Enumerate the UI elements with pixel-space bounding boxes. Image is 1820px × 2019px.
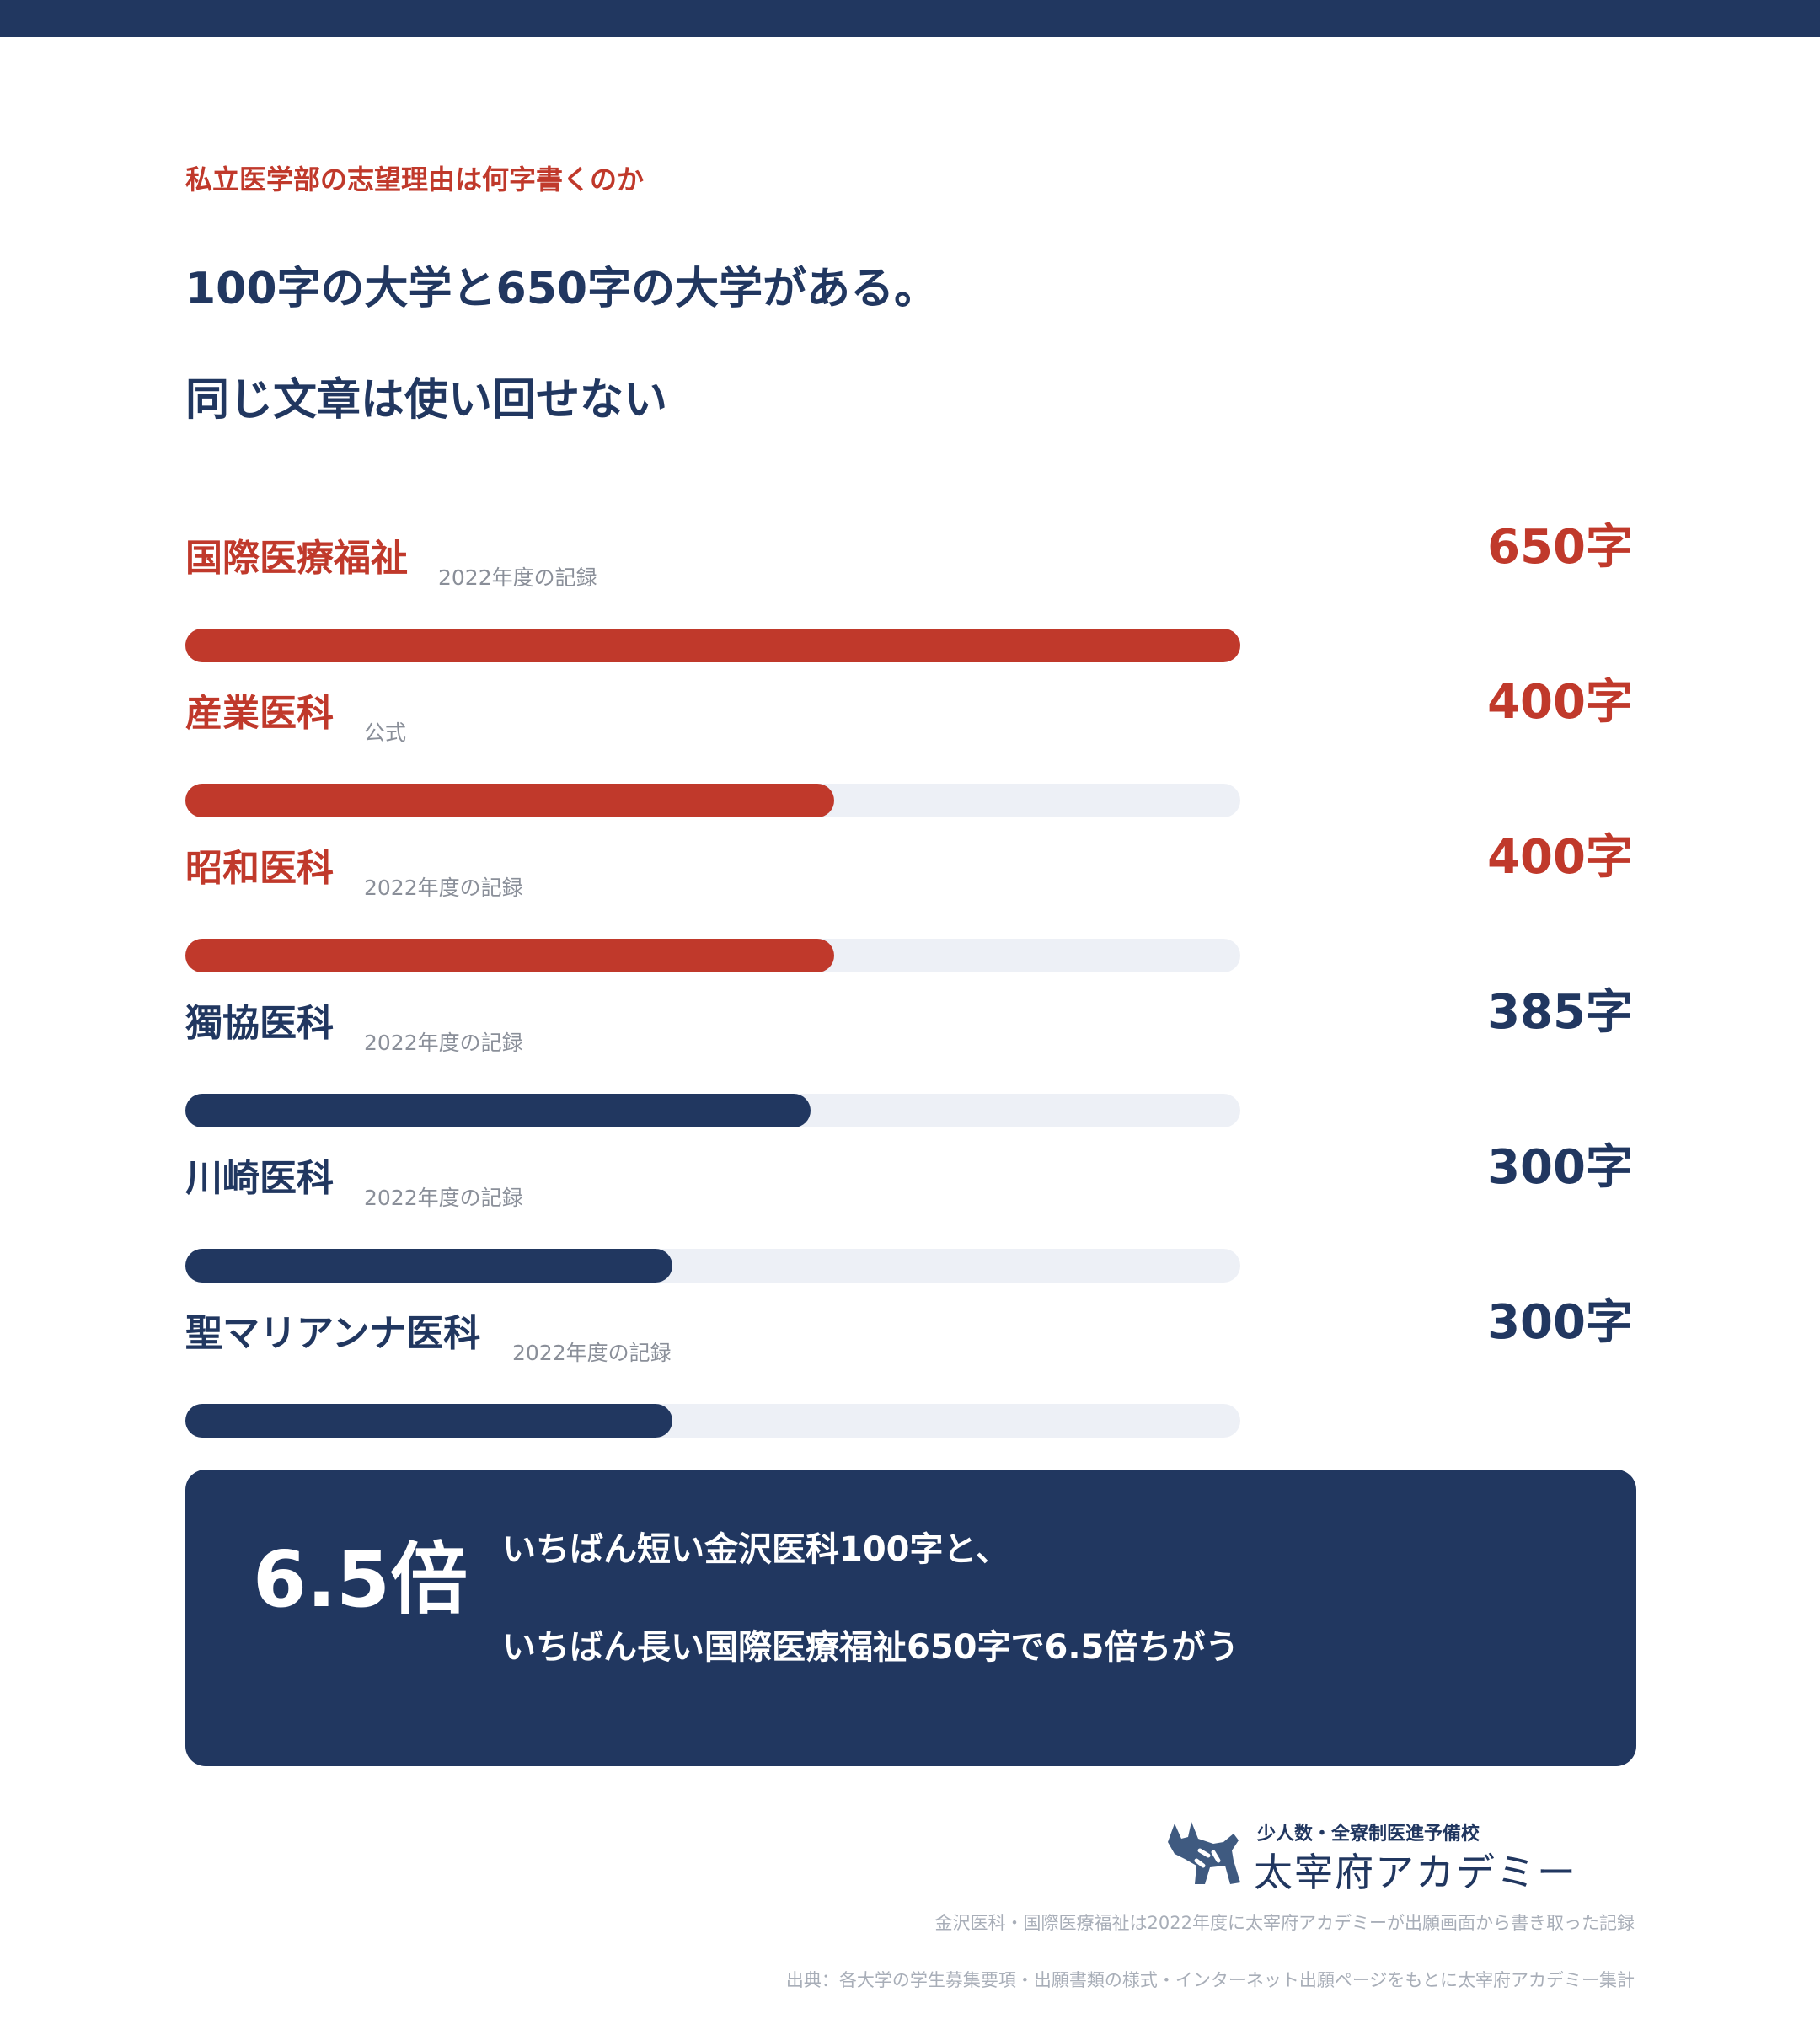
bar-category-label: 昭和医科: [185, 847, 334, 890]
dog-logo-icon: [1168, 1822, 1240, 1884]
bar-category-label: 産業医科: [185, 692, 334, 735]
bar-note-label: 2022年度の記録: [438, 565, 597, 590]
bar-row: 産業医科公式 400字: [0, 675, 1820, 834]
headline-line-2: 同じ文章は使い回せない: [185, 375, 668, 426]
bar-category-label: 川崎医科: [185, 1157, 334, 1200]
footer-source: 出典：各大学の学生募集要項・出願書類の様式・インターネット出願ページをもとに太宰…: [785, 1970, 1635, 1990]
bar-note-label: 公式: [364, 720, 407, 745]
bar-value-label: 300字: [1487, 1295, 1633, 1350]
bar-fill: [185, 629, 1240, 662]
brand-logo: 少人数・全寮制医進予備校 太宰府アカデミー: [1163, 1817, 1635, 1895]
bar-track: [185, 1094, 1240, 1127]
bar-track: [185, 784, 1240, 817]
bar-value-label: 650字: [1487, 520, 1633, 575]
bar-note-label: 2022年度の記録: [364, 1186, 523, 1210]
callout-ratio: 6.5倍: [253, 1534, 468, 1625]
headline-line-1: 100字の大学と650字の大学がある。: [185, 264, 939, 314]
bar-note-label: 2022年度の記録: [364, 876, 523, 900]
logo-brand-name: 太宰府アカデミー: [1254, 1850, 1577, 1895]
bar-track: [185, 1404, 1240, 1438]
bar-row: 国際医療福祉 2022年度の記録 650字: [0, 520, 1820, 679]
bar-row: 聖マリアンナ医科 2022年度の記録 300字: [0, 1295, 1820, 1454]
bar-fill: [185, 1094, 811, 1127]
bar-category-label: 獨協医科: [185, 1002, 334, 1045]
callout-line-1: いちばん短い金沢医科100字と、: [502, 1530, 1009, 1569]
bar-fill: [185, 1404, 672, 1438]
bar-value-label: 400字: [1487, 830, 1633, 885]
bar-category-label: 聖マリアンナ医科: [185, 1312, 481, 1355]
bar-note-label: 2022年度の記録: [512, 1341, 672, 1365]
logo-tagline: 少人数・全寮制医進予備校: [1257, 1823, 1480, 1845]
bar-value-label: 400字: [1487, 675, 1633, 730]
callout-line-2: いちばん長い国際医療福祉650字で6.5倍ちがう: [502, 1628, 1239, 1667]
bar-fill: [185, 939, 834, 972]
bar-note-label: 2022年度の記録: [364, 1031, 523, 1055]
bar-value-label: 300字: [1487, 1140, 1633, 1195]
bar-track: [185, 629, 1240, 662]
top-banner-bar: [0, 0, 1820, 37]
bar-fill: [185, 1249, 672, 1283]
kicker-label: 私立医学部の志望理由は何字書くのか: [185, 163, 645, 195]
summary-callout: 6.5倍 いちばん短い金沢医科100字と、 いちばん長い国際医療福祉650字で6…: [185, 1470, 1636, 1766]
footer-note: 金沢医科・国際医療福祉は2022年度に太宰府アカデミーが出願画面から書き取った記…: [934, 1913, 1635, 1933]
bar-value-label: 385字: [1487, 985, 1633, 1040]
bar-track: [185, 939, 1240, 972]
bar-row: 獨協医科 2022年度の記録 385字: [0, 985, 1820, 1144]
bar-category-label: 国際医療福祉: [185, 537, 408, 580]
bar-row: 昭和医科 2022年度の記録 400字: [0, 830, 1820, 989]
bar-track: [185, 1249, 1240, 1283]
bar-fill: [185, 784, 834, 817]
bar-row: 川崎医科 2022年度の記録 300字: [0, 1140, 1820, 1299]
